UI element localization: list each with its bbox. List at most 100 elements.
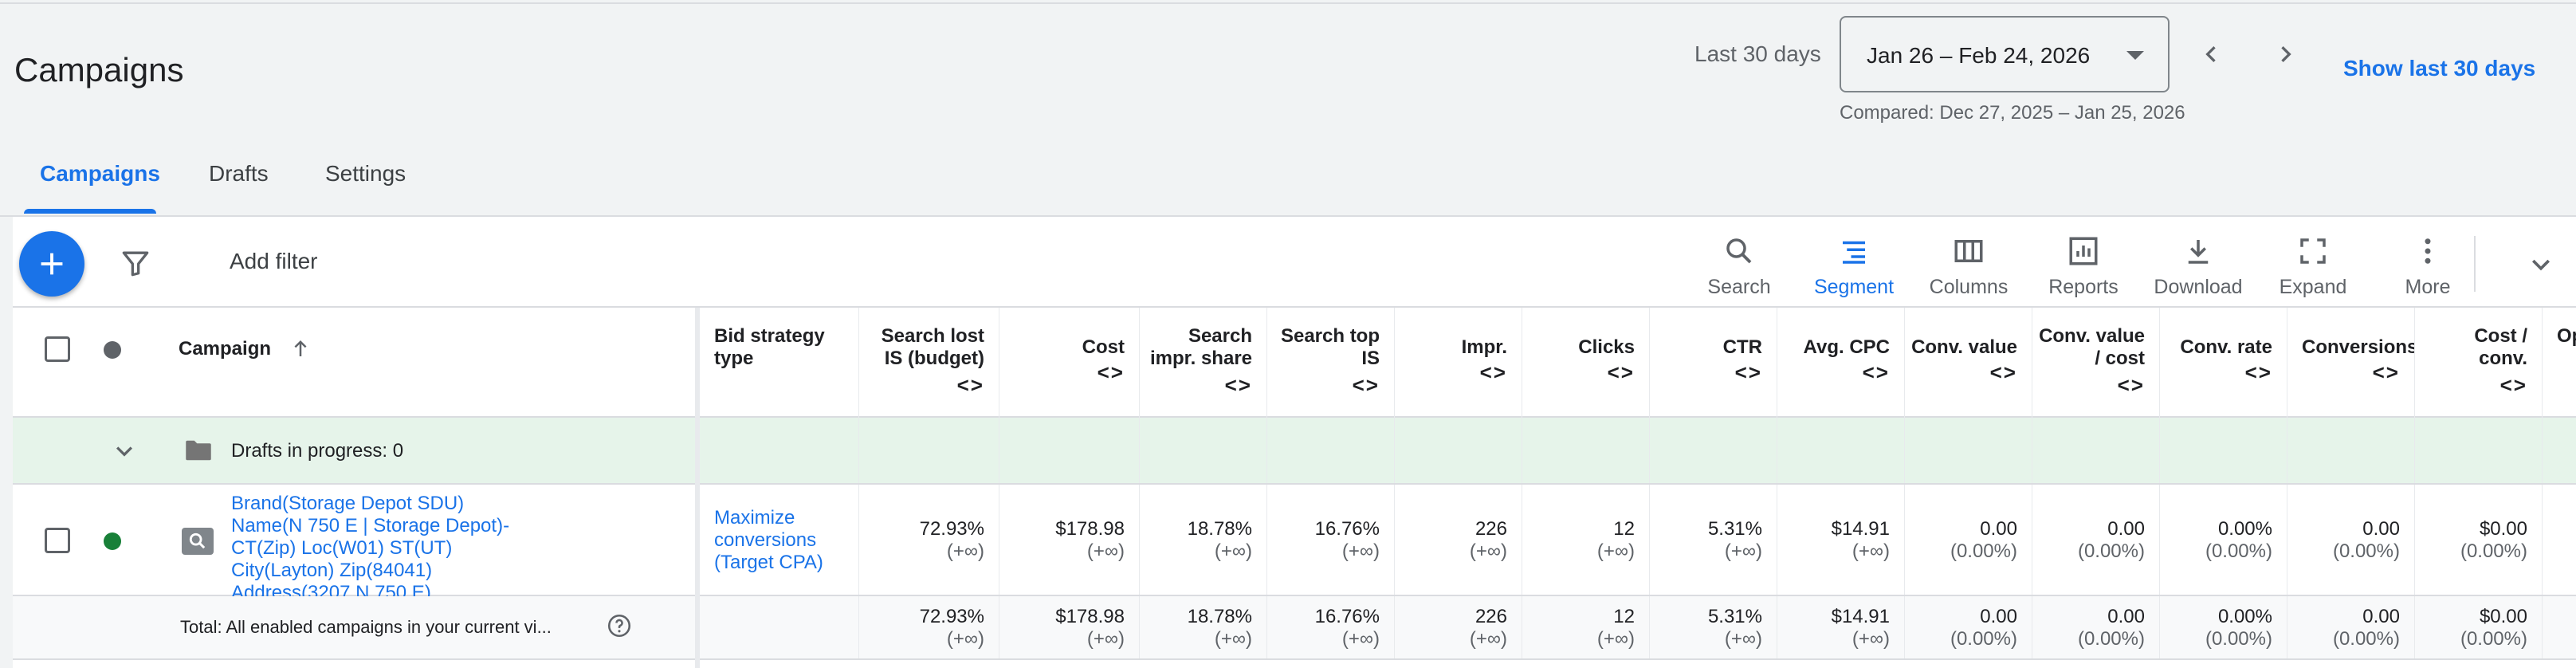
sort-toggle-icon[interactable]: <> [1479,360,1507,384]
drafts-label: Drafts in progress: 0 [231,440,404,462]
value: $0.00 [2479,518,2527,540]
table-row: Brand(Storage Depot SDU) Name(N 750 E | … [13,485,2576,603]
column-campaign[interactable]: Campaign [164,308,695,418]
chevron-down-icon[interactable] [2523,247,2558,282]
sort-toggle-icon[interactable]: <> [2244,360,2272,384]
column-conv-rate[interactable]: Conv. rate <> [2160,308,2287,418]
columns-tool-button[interactable]: Columns [1913,228,2024,303]
column-avg-cpc[interactable]: Avg. CPC <> [1777,308,1905,418]
segment-tool-label: Segment [1813,276,1895,298]
column-conv-value-cost-label: Conv. value / cost [2039,325,2145,369]
sort-toggle-icon[interactable]: <> [1224,373,1252,397]
sort-toggle-icon[interactable]: <> [956,373,984,397]
campaign-name-link[interactable]: Brand(Storage Depot SDU) Name(N 750 E | … [231,493,509,604]
column-op[interactable]: Op [2543,308,2576,418]
column-conversions-label: Conversions [2302,336,2415,358]
column-search-impr-share[interactable]: Search impr. share <> [1140,308,1267,418]
sort-toggle-icon[interactable]: <> [2499,373,2527,397]
date-range-picker[interactable]: Jan 26 – Feb 24, 2026 [1840,16,2170,92]
row-checkbox[interactable] [45,528,70,553]
column-conv-value-cost[interactable]: Conv. value / cost <> [2032,308,2160,418]
cell-cost: $178.98 (+∞) [999,485,1140,595]
expand-icon [2300,238,2326,264]
change: (+∞) [1214,628,1252,650]
sort-toggle-icon[interactable]: <> [1097,360,1125,384]
create-button[interactable] [19,231,84,297]
tab-bar: Campaigns Drafts Settings [0,143,2576,217]
column-conversions[interactable]: Conversions <> [2287,308,2415,418]
sort-toggle-icon[interactable]: <> [2117,373,2145,397]
help-icon[interactable] [606,612,633,639]
value: 0.00 [2107,518,2145,540]
sort-toggle-icon[interactable]: <> [1607,360,1635,384]
frozen-column-divider[interactable] [695,308,700,668]
value: 12 [1613,606,1635,627]
download-tool-button[interactable]: Download [2142,228,2254,303]
previous-period-button[interactable] [2189,32,2233,77]
change: (0.00%) [1950,540,2017,562]
active-tab-indicator [24,209,156,214]
segment-tool-button[interactable]: Segment [1798,228,1910,303]
search-tool-button[interactable]: Search [1683,228,1795,303]
reports-tool-button[interactable]: Reports [2028,228,2139,303]
add-filter-button[interactable]: Add filter [230,249,318,273]
show-last-30-days-link[interactable]: Show last 30 days [2343,56,2536,81]
column-impr[interactable]: Impr. <> [1395,308,1522,418]
column-ctr[interactable]: CTR <> [1650,308,1777,418]
change: (0.00%) [2460,628,2527,650]
cell-conv-value-cost: 0.00 (0.00%) [2032,485,2160,595]
drafts-row[interactable]: Drafts in progress: 0 [13,418,2576,485]
sort-toggle-icon[interactable]: <> [1734,360,1762,384]
column-cost-conv-label: Cost / conv. [2474,325,2527,369]
value: 18.78% [1187,518,1252,540]
chevron-left-icon [2205,46,2216,62]
column-search-lost-is[interactable]: Search lost IS (budget) <> [859,308,999,418]
column-conv-value-label: Conv. value [1911,336,2017,358]
column-clicks[interactable]: Clicks <> [1522,308,1650,418]
value: 72.93% [919,606,984,627]
column-clicks-label: Clicks [1578,336,1635,358]
tab-settings[interactable]: Settings [325,161,406,186]
change: (+∞) [1596,540,1635,562]
column-campaign-label: Campaign [179,338,272,360]
top-divider [0,0,2576,4]
sort-toggle-icon[interactable]: <> [1352,373,1380,397]
more-tool-button[interactable]: More [2372,228,2484,303]
compared-range: Compared: Dec 27, 2025 – Jan 25, 2026 [1840,102,2185,124]
change: (0.00%) [2077,628,2145,650]
column-bid-strategy[interactable]: Bid strategy type [700,308,859,418]
value: 0.00 [2362,606,2400,627]
sort-toggle-icon[interactable]: <> [1862,360,1890,384]
column-conv-value[interactable]: Conv. value <> [1905,308,2032,418]
change: (0.00%) [2077,540,2145,562]
filter-icon[interactable] [118,246,153,281]
tab-drafts[interactable]: Drafts [209,161,269,186]
sort-toggle-icon[interactable]: <> [1989,360,2017,384]
reports-icon [2069,237,2098,265]
column-search-top-is[interactable]: Search top IS <> [1267,308,1395,418]
bid-strategy-link[interactable]: Maximize conversions (Target CPA) [714,507,823,574]
column-cost[interactable]: Cost <> [999,308,1140,418]
column-cost-conv[interactable]: Cost / conv. <> [2415,308,2543,418]
search-icon [1726,238,1752,264]
chevron-down-icon[interactable] [108,435,140,467]
cell-impr: 226 (+∞) [1395,485,1522,595]
plus-icon [41,253,63,275]
tab-campaigns[interactable]: Campaigns [40,161,160,186]
download-icon [2188,240,2209,264]
sort-toggle-icon[interactable]: <> [2372,360,2400,384]
value: $178.98 [1055,518,1125,540]
expand-tool-button[interactable]: Expand [2257,228,2369,303]
column-search-top-is-label: Search top IS [1280,325,1380,369]
campaign-name-line: Brand(Storage Depot SDU) [231,493,465,514]
change: (0.00%) [2205,540,2272,562]
total-cost-conv: $0.00 (0.00%) [2415,596,2543,658]
next-period-button[interactable] [2264,32,2308,77]
total-conv-rate: 0.00% (0.00%) [2160,596,2287,658]
select-all-checkbox[interactable] [45,336,70,362]
total-row: Total: All enabled campaigns in your cur… [13,596,2576,660]
value: 12 [1613,518,1635,540]
status-enabled-dot[interactable] [104,532,121,550]
column-avg-cpc-label: Avg. CPC [1803,336,1890,358]
cell-conv-rate: 0.00% (0.00%) [2160,485,2287,595]
